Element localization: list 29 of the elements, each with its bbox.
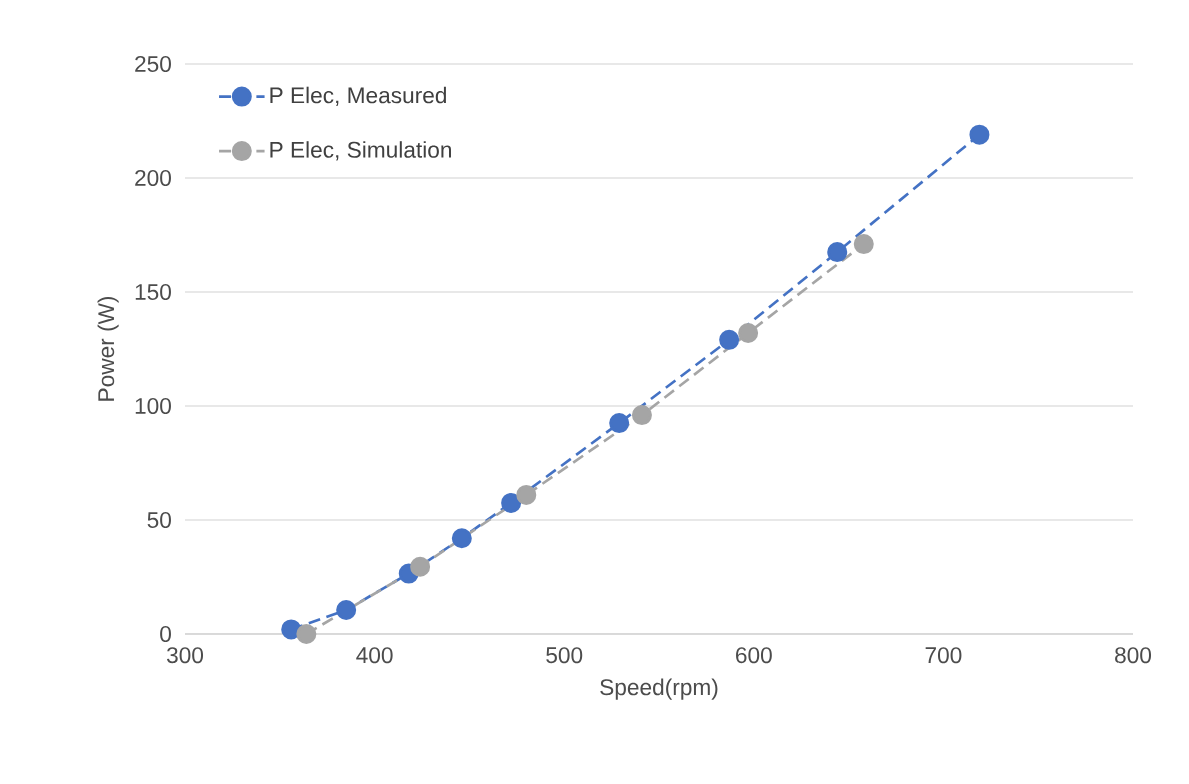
point — [516, 484, 537, 505]
x-tick-label: 400 — [356, 647, 393, 664]
x-tick-label: 600 — [736, 647, 772, 664]
point — [296, 623, 317, 644]
y-tick-label: 100 — [135, 397, 171, 415]
point — [631, 405, 652, 426]
point — [609, 413, 630, 434]
legend-label: P Elec, Measured — [270, 86, 446, 107]
point — [827, 242, 848, 263]
x-tick-label: 300 — [166, 647, 204, 664]
point — [451, 528, 472, 549]
point — [410, 556, 431, 577]
x-tick-label: 500 — [546, 647, 583, 664]
x-tick-label: 800 — [1115, 647, 1152, 664]
point — [501, 492, 522, 513]
y-tick-label: 200 — [135, 169, 171, 187]
y-tick-label: 50 — [147, 511, 171, 529]
legend-label: P Elec, Simulation — [270, 141, 451, 161]
point — [738, 323, 759, 344]
point — [969, 124, 990, 145]
y-tick-label: 150 — [135, 283, 171, 301]
point — [336, 600, 357, 621]
y-tick-label: 250 — [135, 55, 171, 73]
y-tick-label: 0 — [160, 625, 171, 643]
x-tick-label: 700 — [925, 647, 962, 664]
x-axis-title: Speed(rpm) — [600, 678, 718, 700]
y-axis-title: Power (W) — [97, 296, 119, 401]
point — [853, 234, 874, 255]
point — [719, 329, 740, 350]
